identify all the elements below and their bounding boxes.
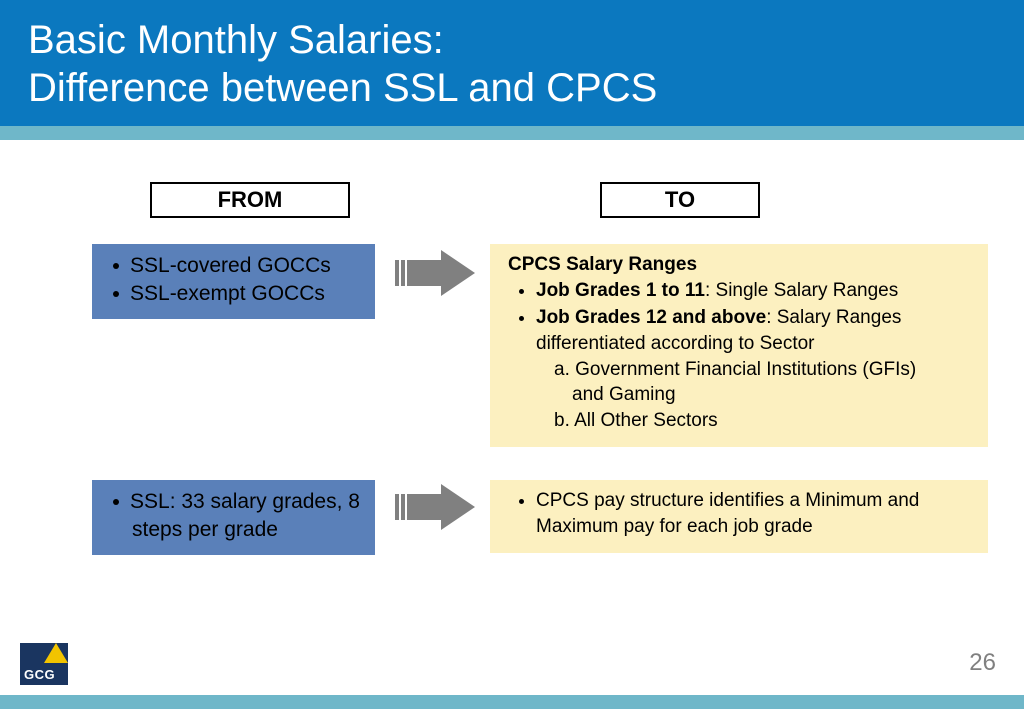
to-box-1: CPCS Salary Ranges Job Grades 1 to 11: S… <box>490 244 988 447</box>
to-box-1-title: CPCS Salary Ranges <box>508 252 970 278</box>
from-box-1-item: SSL-covered GOCCs <box>132 252 361 280</box>
header-accent-strip <box>0 126 1024 140</box>
from-box-1-item: SSL-exempt GOCCs <box>132 280 361 308</box>
to-box-1-bullet-1: Job Grades 1 to 11: Single Salary Ranges <box>536 278 970 304</box>
to-box-2: CPCS pay structure identifies a Minimum … <box>490 480 988 553</box>
title-line-1: Basic Monthly Salaries: <box>28 16 996 64</box>
slide-content: FROM TO SSL-covered GOCCs SSL-exempt GOC… <box>0 140 1024 660</box>
from-box-1: SSL-covered GOCCs SSL-exempt GOCCs <box>92 244 375 319</box>
gcg-logo: GCG <box>20 643 68 685</box>
title-line-2: Difference between SSL and CPCS <box>28 64 996 112</box>
logo-star-icon <box>44 643 68 663</box>
to-box-2-text: CPCS pay structure identifies a Minimum … <box>536 488 970 539</box>
footer-accent-strip <box>0 695 1024 709</box>
from-box-2-item: SSL: 33 salary grades, 8 steps per grade <box>132 488 361 545</box>
slide-header: Basic Monthly Salaries: Difference betwe… <box>0 0 1024 126</box>
from-label: FROM <box>150 182 350 218</box>
page-number: 26 <box>969 649 996 677</box>
arrow-icon <box>395 248 475 298</box>
to-box-1-bullet-2: Job Grades 12 and above: Salary Ranges d… <box>536 305 970 433</box>
to-label: TO <box>600 182 760 218</box>
arrow-icon <box>395 482 475 532</box>
from-box-2: SSL: 33 salary grades, 8 steps per grade <box>92 480 375 555</box>
logo-text: GCG <box>24 667 55 682</box>
